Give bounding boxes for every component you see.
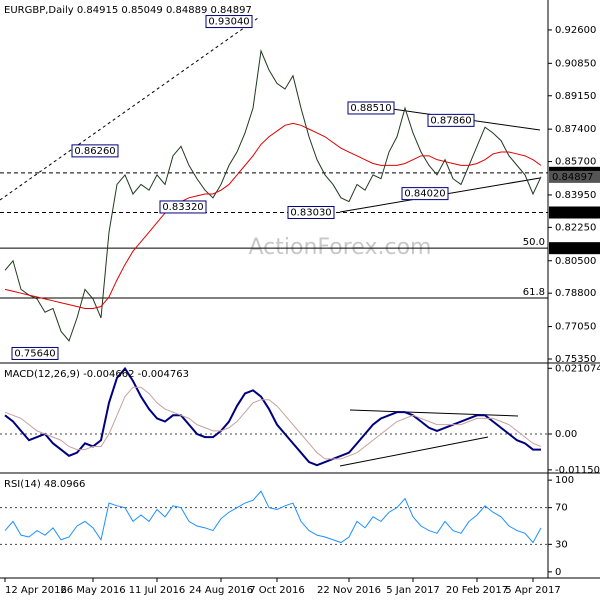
x-tick-label: 26 May 2016	[60, 585, 125, 596]
annotation-label: 0.83030	[290, 207, 331, 218]
y-tick-label: 0.82250	[555, 222, 596, 233]
y-tick-label: 0.83950	[555, 190, 596, 201]
annotation-box	[159, 200, 207, 214]
annotation-label: 0.87860	[430, 115, 471, 126]
fib-label: 50.0	[523, 237, 545, 248]
annotation-label: 0.93040	[208, 17, 249, 28]
y-tick-label: 70	[555, 503, 568, 514]
series-line	[4, 386, 542, 460]
annotation-label: 0.84020	[404, 189, 445, 200]
series-line	[4, 49, 542, 342]
annotation-box	[71, 144, 119, 158]
annotation-label: 0.86260	[74, 146, 115, 157]
series-line	[4, 490, 542, 544]
y-tick-label: 0.75350	[555, 354, 596, 365]
y-tick-label: 0.85700	[555, 157, 596, 168]
x-tick-label: 7 Oct 2016	[249, 585, 304, 596]
annotation-box	[401, 187, 449, 201]
y-tick-label: 0.77050	[555, 322, 596, 333]
y-tick-label: 0.92600	[555, 25, 596, 36]
x-tick-label: 12 Apr 2016	[5, 585, 67, 596]
trend-line	[349, 409, 519, 417]
x-tick-label: 20 Feb 2017	[446, 585, 508, 596]
last-price-box	[549, 170, 600, 183]
annotation-box	[11, 346, 59, 360]
trend-line	[0, 17, 259, 201]
level-label: 0.81160	[552, 243, 593, 254]
y-tick-label: 100	[555, 475, 574, 486]
y-tick-label: 0	[555, 567, 561, 578]
x-tick-label: 24 Aug 2016	[189, 585, 253, 596]
trend-line	[339, 436, 489, 467]
y-tick-label: -0.011507	[555, 465, 600, 476]
annotation-label: 0.83320	[162, 202, 203, 213]
annotation-box	[287, 205, 335, 219]
y-tick-label: 0.00	[555, 429, 577, 440]
x-tick-label: 5 Jan 2017	[386, 585, 440, 596]
level-label: 0.83030	[552, 207, 593, 218]
last-price-label: 0.84897	[552, 172, 593, 183]
panel-title: RSI(14) 48.0966	[4, 479, 85, 490]
y-tick-label: 0.90850	[555, 58, 596, 69]
annotation-label: 0.88510	[350, 103, 391, 114]
panel-title: MACD(12,26,9) -0.004662 -0.004763	[4, 369, 189, 380]
y-tick-label: 0.89150	[555, 91, 596, 102]
annotation-box	[205, 15, 253, 29]
x-tick-label: 11 Jul 2016	[129, 585, 186, 596]
watermark: ActionForex.com	[249, 235, 432, 260]
fib-label: 61.8	[523, 287, 545, 298]
level-label-box	[549, 242, 600, 255]
y-tick-label: 0.80500	[555, 256, 596, 267]
annotation-box	[427, 113, 475, 127]
y-tick-label: 0.78800	[555, 288, 596, 299]
annotation-box	[347, 101, 395, 115]
series-line	[4, 122, 542, 309]
y-tick-label: 30	[555, 539, 568, 550]
annotation-label: 0.75640	[14, 348, 55, 359]
x-tick-label: 22 Nov 2016	[317, 585, 381, 596]
panel-title: EURGBP,Daily 0.84915 0.85049 0.84889 0.8…	[4, 5, 252, 16]
x-tick-label: 5 Apr 2017	[505, 585, 560, 596]
level-label-box	[549, 206, 600, 219]
series-line	[4, 366, 541, 467]
y-tick-label: 0.021074	[555, 363, 600, 374]
y-tick-label: 0.87400	[555, 124, 596, 135]
